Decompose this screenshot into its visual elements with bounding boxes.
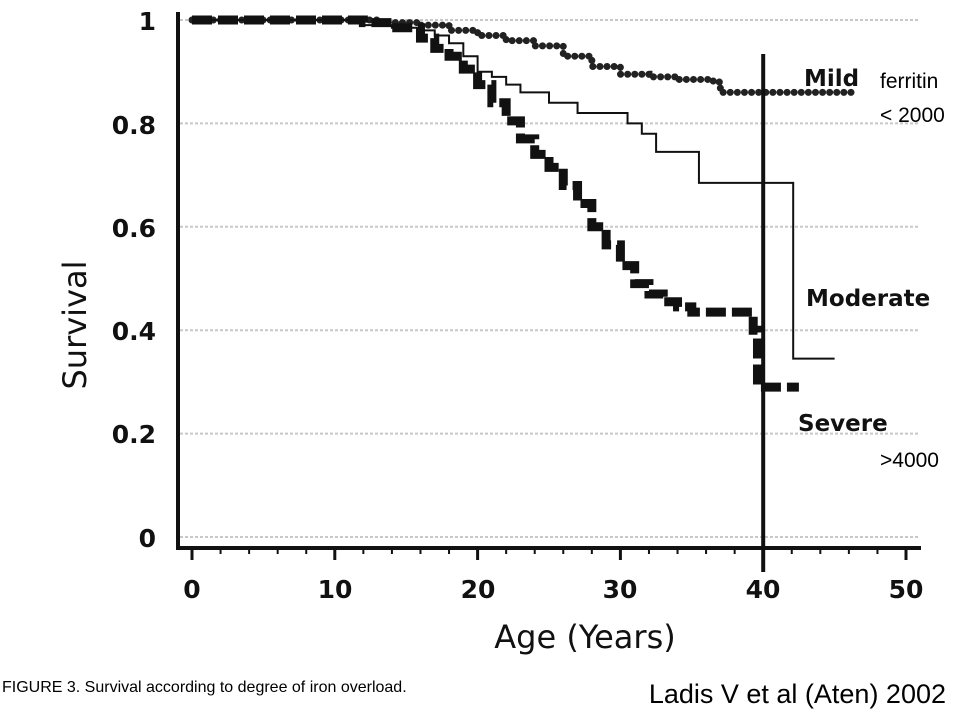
ferritin-threshold-low: < 2000 <box>880 104 945 127</box>
x-tick-label: 0 <box>183 575 200 604</box>
ferritin-note: ferritin <box>880 70 938 93</box>
ferritin-threshold-high: >4000 <box>880 449 939 472</box>
series-line-severe <box>192 15 799 392</box>
x-tick-label: 40 <box>746 575 781 604</box>
y-tick-label: 0.6 <box>112 214 156 243</box>
y-tick-label: 0 <box>139 524 156 553</box>
series-label-mild: Mild <box>804 66 859 92</box>
x-tick-label: 20 <box>461 575 496 604</box>
x-tick-label: 30 <box>603 575 638 604</box>
figure-caption: FIGURE 3. Survival according to degree o… <box>2 679 407 696</box>
series-label-severe: Severe <box>798 411 888 437</box>
y-tick-label: 1 <box>139 7 156 36</box>
citation: Ladis V et al (Aten) 2002 <box>648 679 946 709</box>
x-tick-label: 50 <box>889 575 924 604</box>
y-tick-label: 0.2 <box>112 420 156 449</box>
y-tick-label: 0.4 <box>112 317 156 346</box>
y-tick-label: 0.8 <box>112 111 156 140</box>
x-tick-marks <box>190 548 908 560</box>
series-line-mild <box>188 16 860 96</box>
series-label-moderate: Moderate <box>806 286 930 312</box>
x-tick-label: 10 <box>318 575 353 604</box>
y-axis-title: Survival <box>56 260 94 389</box>
y-tick-labels: 1 0.8 0.6 0.4 0.2 0 <box>112 7 156 553</box>
series-lines <box>188 15 860 572</box>
x-axis-title: Age (Years) <box>494 618 675 656</box>
x-tick-labels: 0 10 20 30 40 50 <box>183 575 923 604</box>
